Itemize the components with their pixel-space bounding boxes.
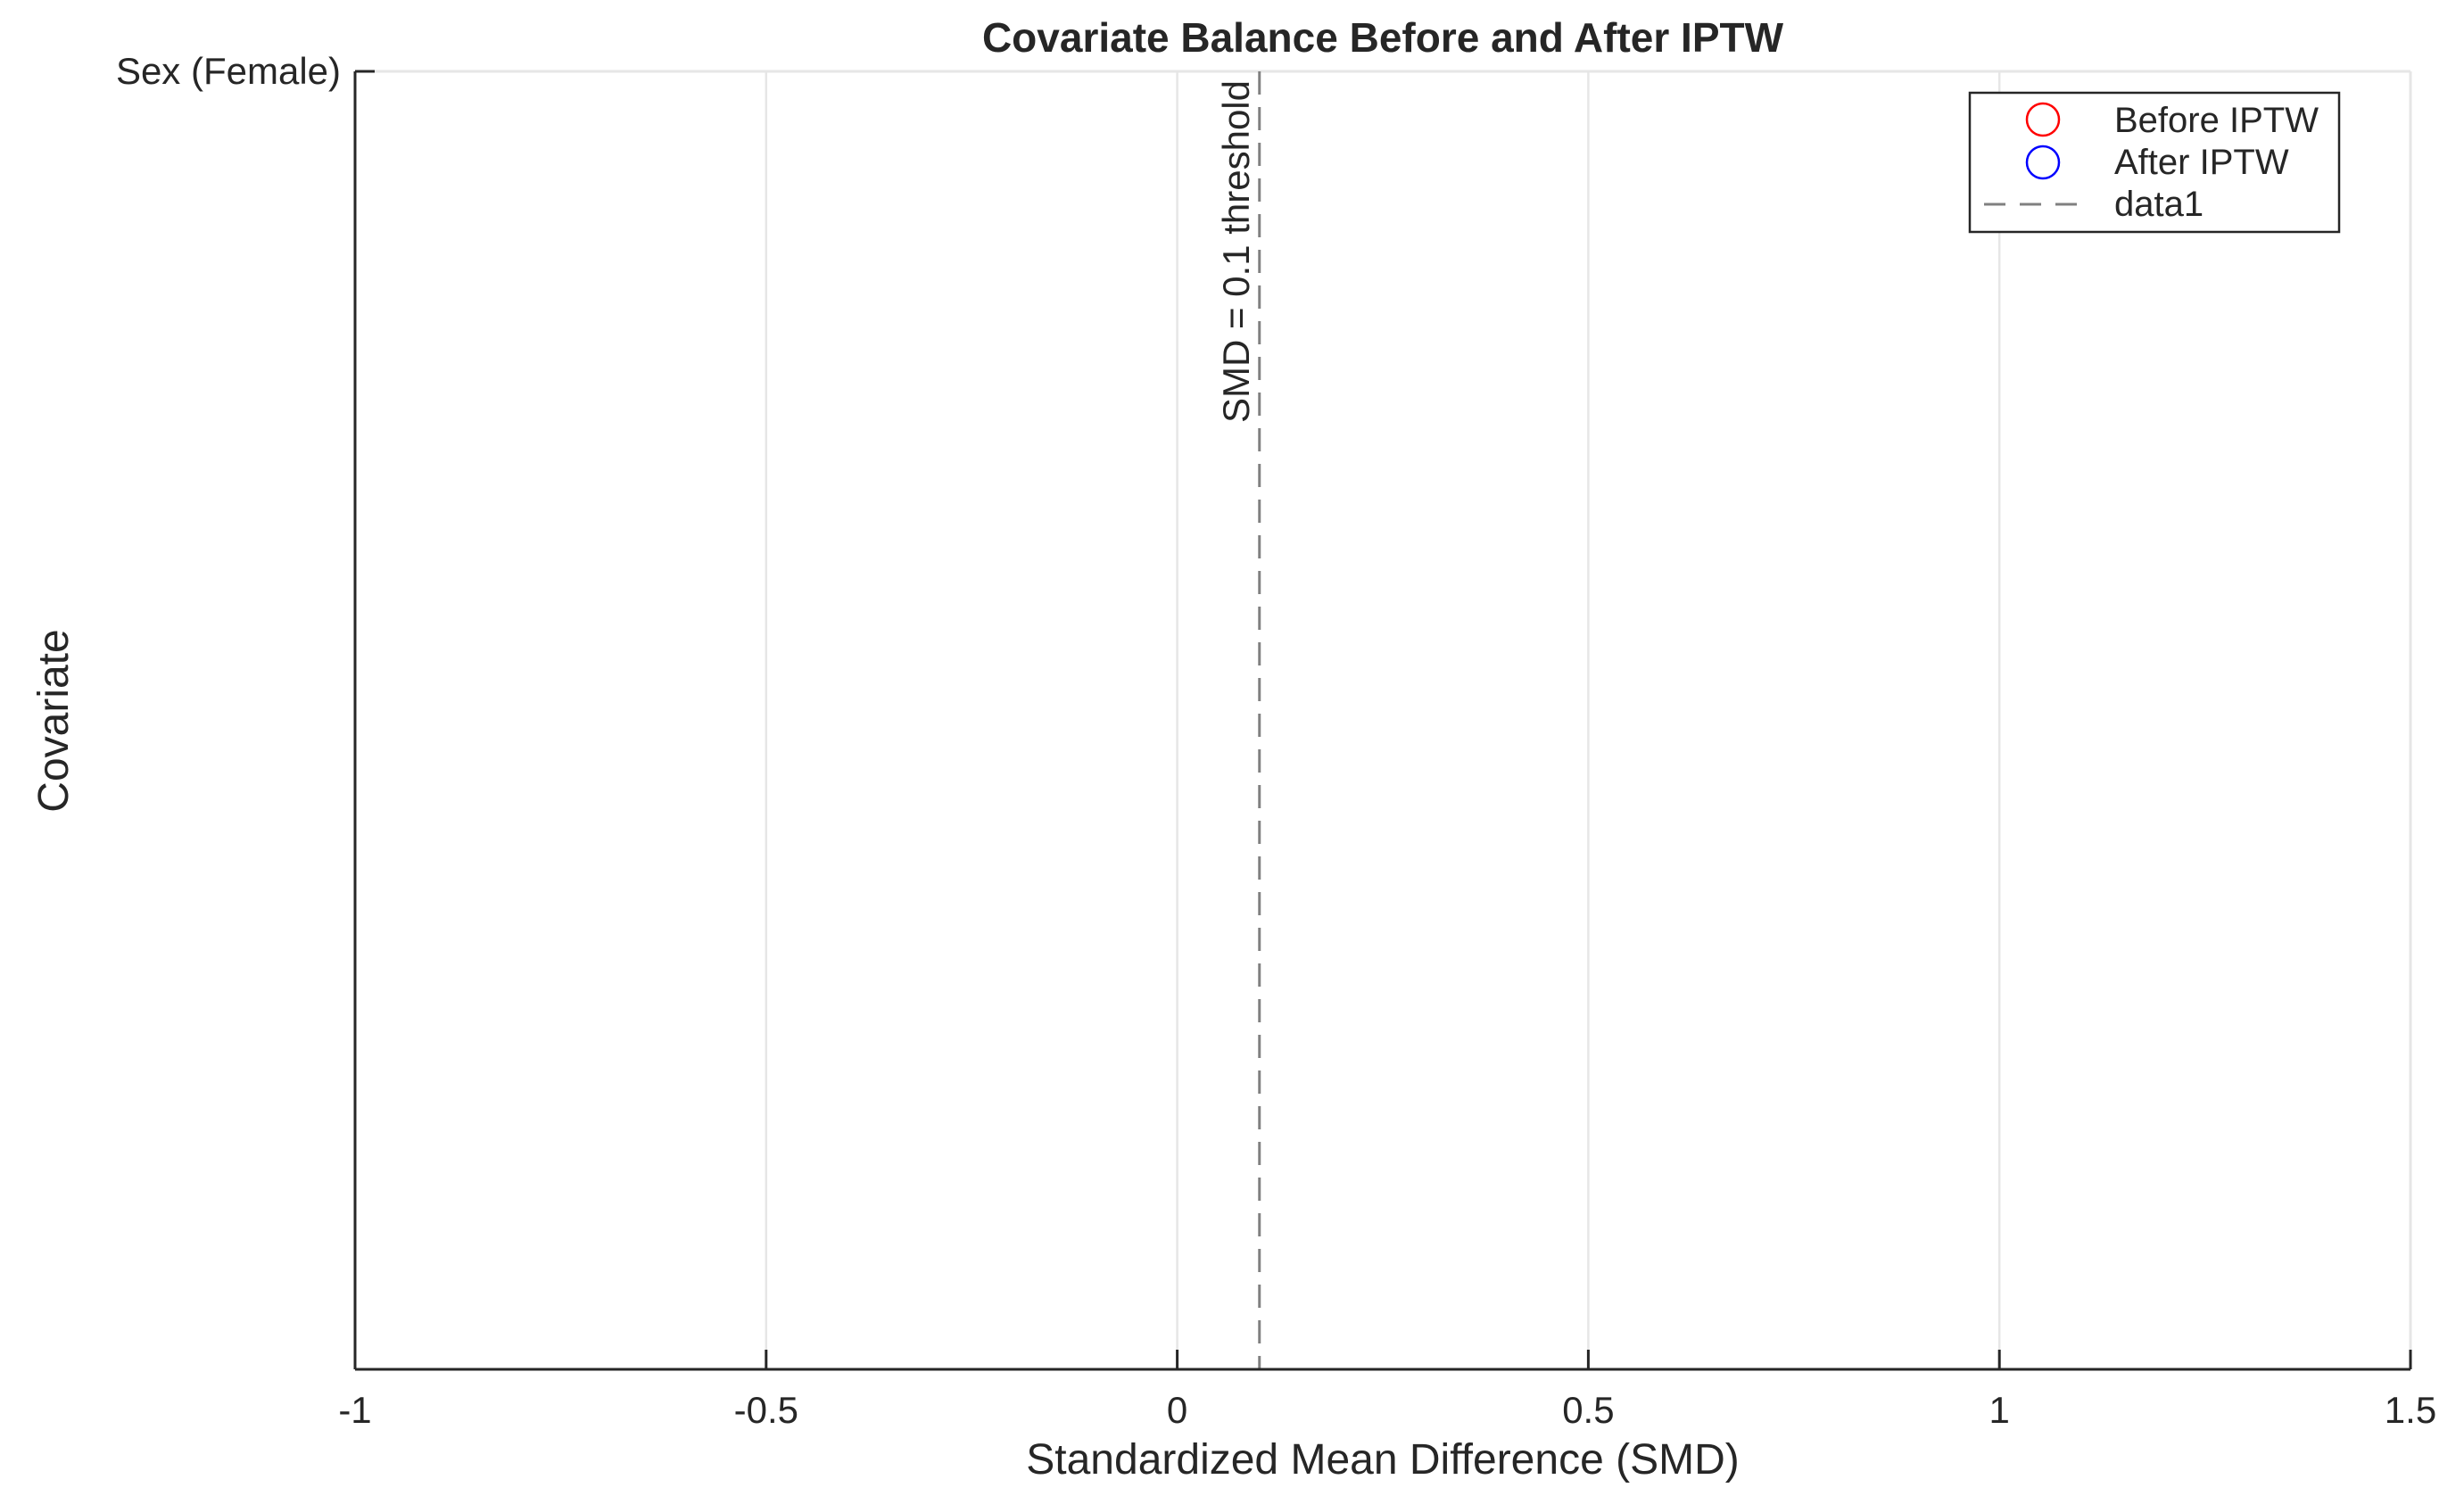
x-tick-label: 0.5 (1562, 1389, 1614, 1431)
legend-label-before: Before IPTW (2114, 101, 2319, 140)
x-tick-label: 0 (1167, 1389, 1187, 1431)
x-tick-label: -0.5 (734, 1389, 798, 1431)
x-tick-label: -1 (338, 1389, 371, 1431)
threshold-label: SMD = 0.1 threshold (1215, 80, 1257, 423)
x-ticks: -1 -0.5 0 0.5 1 1.5 (338, 1350, 2436, 1431)
x-axis-label: Standardized Mean Difference (SMD) (1026, 1436, 1739, 1484)
threshold: SMD = 0.1 threshold (1215, 71, 1261, 1369)
y-ticks: Sex (Female) (116, 50, 375, 92)
y-tick-label: Sex (Female) (116, 50, 341, 92)
x-tick-label: 1 (1989, 1389, 2010, 1431)
legend-box (1968, 91, 2341, 234)
chart-title: Covariate Balance Before and After IPTW (982, 14, 1784, 61)
legend: Before IPTW After IPTW data1 (1968, 91, 2341, 234)
legend-label-after: After IPTW (2114, 143, 2289, 182)
y-axis-label: Covariate (30, 629, 78, 812)
legend-marker-after (2025, 145, 2061, 180)
legend-marker-before (2025, 102, 2061, 137)
x-tick-label: 1.5 (2385, 1389, 2436, 1431)
x-grid (765, 71, 2001, 1369)
legend-label-data1: data1 (2114, 185, 2204, 224)
